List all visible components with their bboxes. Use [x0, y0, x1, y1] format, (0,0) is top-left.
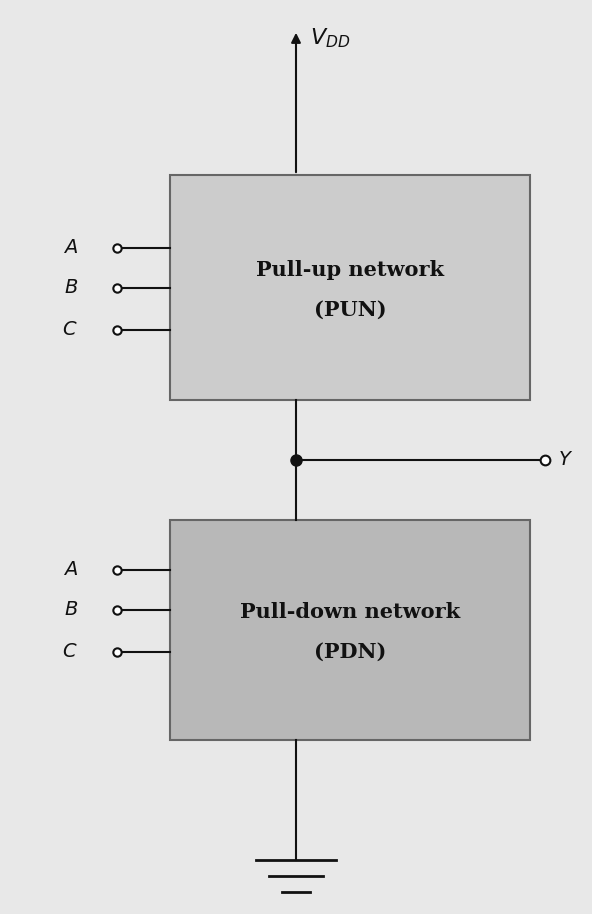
Text: $Y$: $Y$ [558, 451, 573, 469]
Bar [170, 175, 530, 400]
Text: (PDN): (PDN) [314, 642, 386, 662]
Text: $C$: $C$ [62, 643, 78, 661]
Text: (PUN): (PUN) [314, 300, 387, 320]
Text: Pull-up network: Pull-up network [256, 260, 444, 280]
Text: $B$: $B$ [64, 279, 78, 297]
Text: $A$: $A$ [63, 561, 78, 579]
Text: $A$: $A$ [63, 239, 78, 257]
Text: $V_{DD}$: $V_{DD}$ [310, 27, 350, 49]
Text: $B$: $B$ [64, 601, 78, 619]
Text: $C$: $C$ [62, 321, 78, 339]
Text: Pull-down network: Pull-down network [240, 602, 460, 622]
Bar [170, 520, 530, 740]
